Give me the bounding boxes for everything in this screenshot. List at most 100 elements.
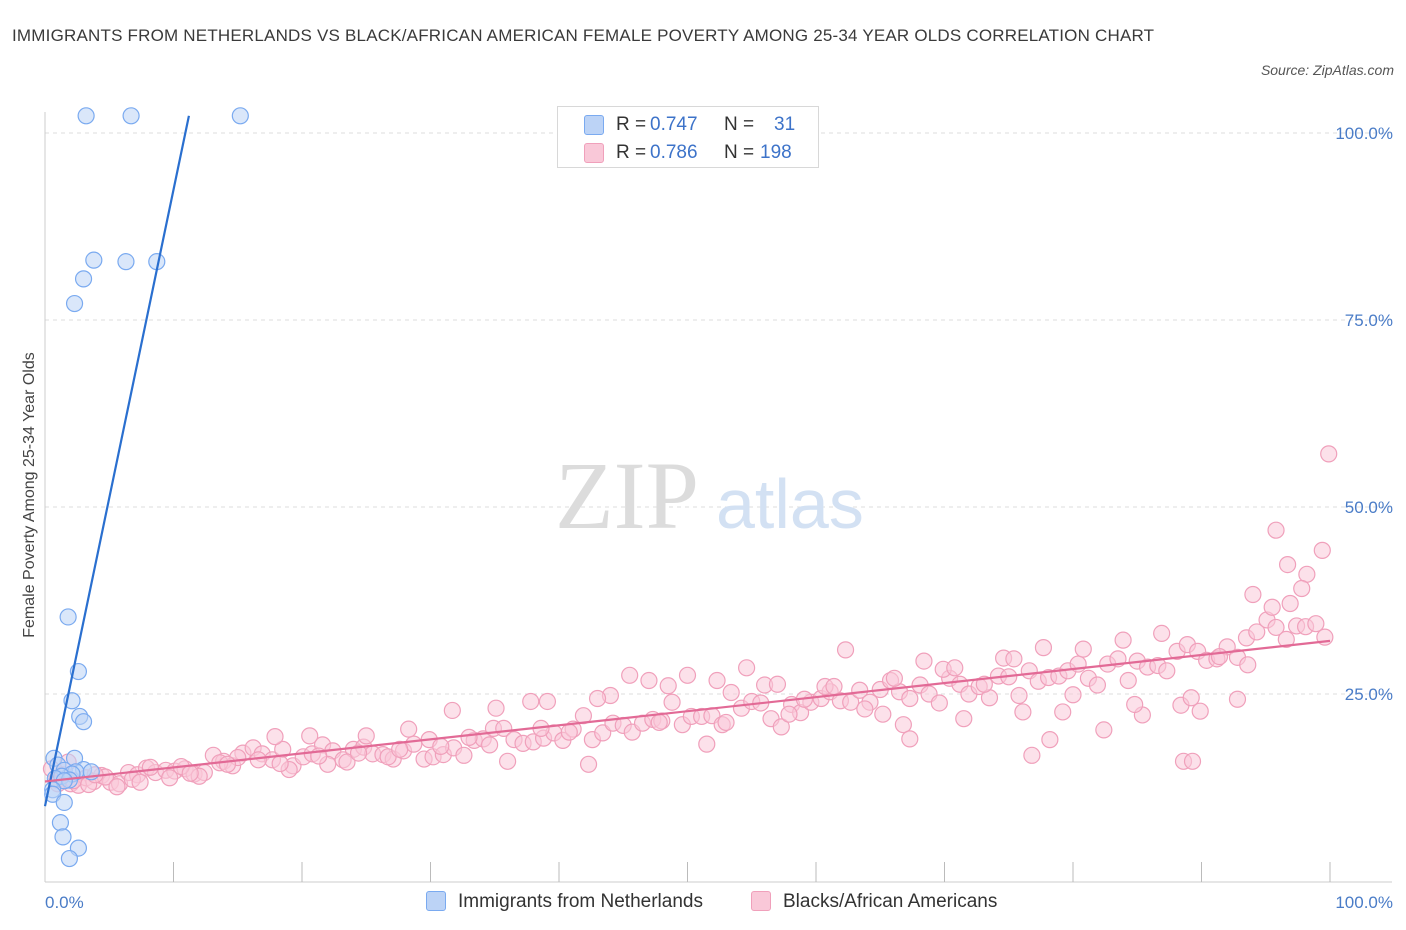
data-point <box>975 675 993 693</box>
data-point <box>717 713 735 732</box>
legend-n-label: N = <box>724 114 755 135</box>
data-point <box>301 727 319 745</box>
data-point <box>708 671 726 690</box>
data-point <box>659 677 677 695</box>
data-point <box>1263 598 1281 616</box>
series-legend: Immigrants from Netherlands Blacks/Afric… <box>0 888 1406 916</box>
data-point <box>481 736 499 754</box>
legend-n-value: 198 <box>760 142 792 163</box>
data-point <box>77 107 95 125</box>
data-point <box>1298 565 1316 583</box>
data-point <box>1293 579 1311 598</box>
data-point <box>400 720 418 738</box>
watermark: ZIP atlas <box>555 442 864 549</box>
data-point <box>1064 686 1082 704</box>
legend-n-value: 31 <box>774 114 796 135</box>
data-point <box>650 713 668 732</box>
chart-source: Source: ZipAtlas.com <box>1260 62 1394 78</box>
data-point <box>1054 703 1072 721</box>
data-point <box>432 737 450 755</box>
data-point <box>1014 703 1032 721</box>
data-point <box>901 730 919 748</box>
data-point <box>108 778 126 796</box>
data-point <box>768 675 787 693</box>
data-point <box>131 773 149 791</box>
data-point <box>1023 746 1041 764</box>
data-point <box>722 683 740 702</box>
watermark-zip: ZIP <box>555 442 699 549</box>
data-point <box>338 753 356 771</box>
x-tick-labels: 0.0% 100.0% <box>45 893 1393 912</box>
series-swatch-netherlands <box>426 891 446 911</box>
legend-r-value: 0.786 <box>650 142 698 163</box>
series-label-netherlands: Immigrants from Netherlands <box>458 891 703 912</box>
data-point <box>59 608 77 626</box>
y-tick-label: 100.0% <box>1335 124 1393 143</box>
data-point <box>885 669 903 687</box>
trend-line <box>44 639 1331 783</box>
data-point <box>522 692 540 711</box>
data-point <box>271 754 289 773</box>
data-point <box>1277 630 1295 648</box>
data-point <box>894 716 912 734</box>
data-point <box>678 666 697 684</box>
data-point <box>141 758 159 776</box>
data-point <box>915 652 933 670</box>
data-point <box>1320 445 1338 463</box>
legend-r-label: R = <box>616 114 647 135</box>
data-point <box>946 659 964 677</box>
data-point <box>1248 623 1266 641</box>
data-point <box>621 666 639 684</box>
series-label-black: Blacks/African Americans <box>783 891 998 912</box>
data-point <box>60 849 79 868</box>
data-point <box>579 755 598 773</box>
y-tick-label: 25.0% <box>1345 685 1393 704</box>
data-point <box>1158 662 1176 680</box>
data-point <box>901 689 919 708</box>
data-point <box>1095 721 1113 739</box>
series-swatch-black <box>751 891 771 911</box>
data-point <box>856 700 874 718</box>
data-point <box>499 752 517 770</box>
data-point <box>1228 690 1247 708</box>
data-point <box>538 692 557 711</box>
data-point <box>231 107 249 125</box>
data-point <box>1034 639 1053 657</box>
data-point <box>1074 640 1092 658</box>
data-point <box>1183 752 1202 770</box>
data-point <box>55 793 73 812</box>
data-point <box>443 701 461 720</box>
data-point <box>161 769 179 787</box>
trend-line <box>43 115 190 807</box>
trend-lines <box>43 115 1331 807</box>
y-tick-label: 75.0% <box>1345 311 1393 330</box>
data-point <box>74 270 93 288</box>
data-point <box>738 659 756 677</box>
data-point <box>117 253 135 271</box>
data-point <box>54 828 72 846</box>
data-point <box>1182 689 1200 707</box>
data-point <box>1210 647 1229 666</box>
data-point <box>455 746 473 764</box>
y-tick-label: 50.0% <box>1345 498 1393 517</box>
data-point <box>1191 702 1209 720</box>
chart-title: IMMIGRANTS FROM NETHERLANDS VS BLACK/AFR… <box>12 26 1155 45</box>
data-point <box>391 740 409 758</box>
data-point <box>1010 686 1028 705</box>
data-point <box>181 764 199 782</box>
data-point <box>122 107 140 125</box>
axes <box>44 112 1392 883</box>
data-point <box>663 693 681 711</box>
data-point <box>1088 676 1107 694</box>
data-point <box>1307 615 1325 633</box>
y-tick-labels: 100.0% 75.0% 50.0% 25.0% <box>1335 124 1393 704</box>
data-point <box>1041 731 1059 749</box>
data-point <box>51 814 70 832</box>
data-point <box>588 689 607 708</box>
data-point <box>1278 555 1297 574</box>
data-point <box>349 744 368 762</box>
legend-swatch-black <box>584 143 604 163</box>
gridlines <box>45 132 1392 695</box>
legend-r-value: 0.747 <box>650 114 698 135</box>
data-point <box>487 699 505 717</box>
